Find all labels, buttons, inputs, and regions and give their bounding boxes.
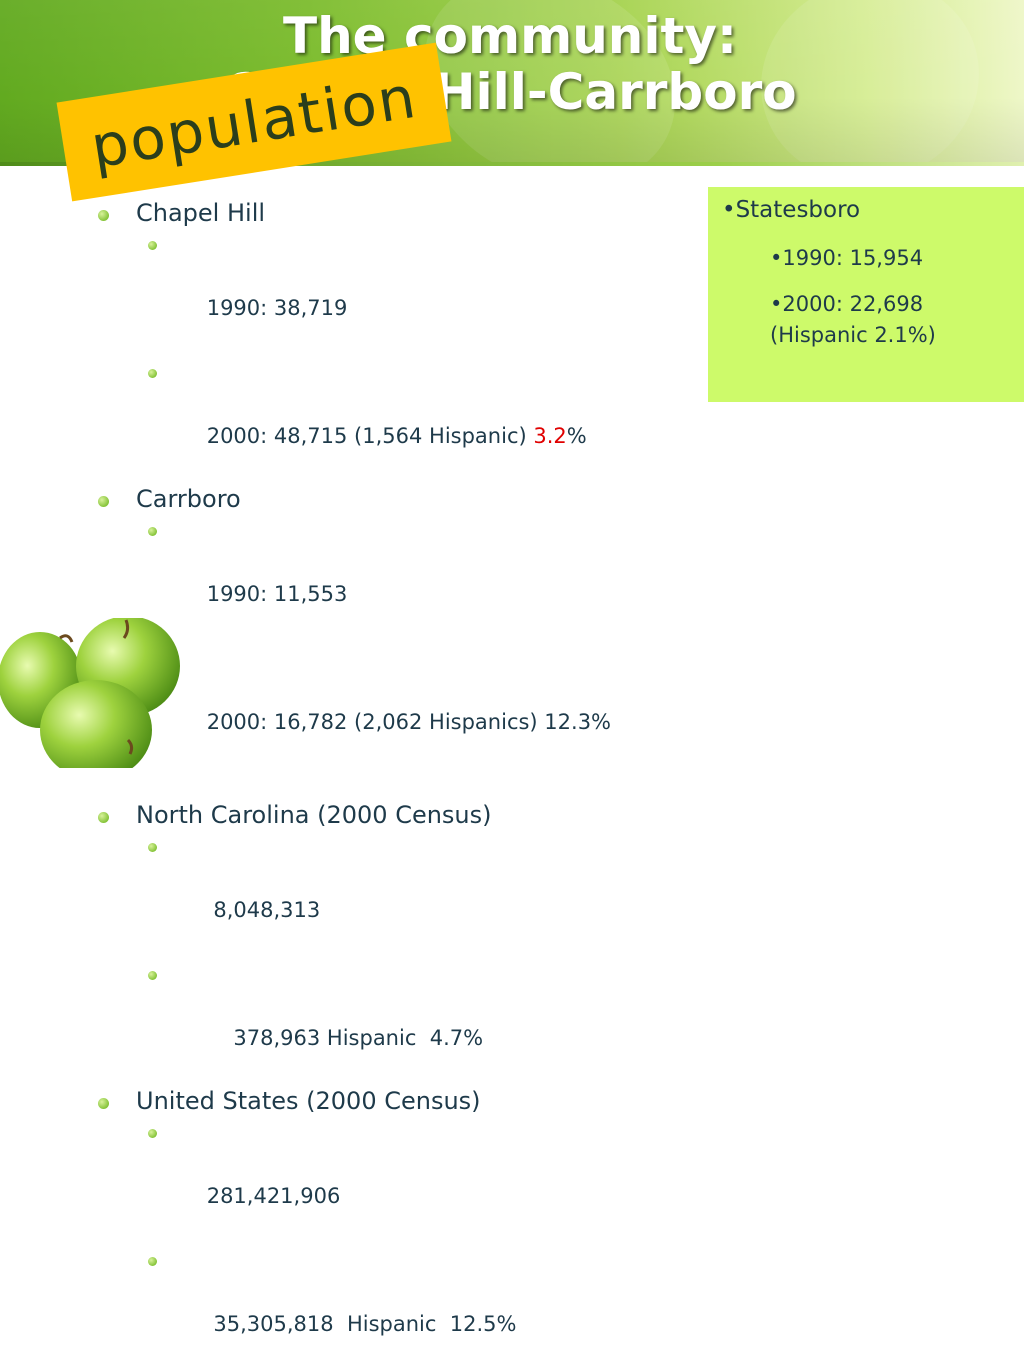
carrboro-1990: 1990: 11,553 [206, 582, 348, 606]
apple-stem-icon [122, 619, 130, 639]
bullet-icon [148, 1129, 157, 1138]
sub-item: 1990: 11,553 [96, 514, 706, 642]
sub-item: 2000: 48,715 (1,564 Hispanic) 3.2% [96, 356, 706, 484]
green-apples-image [0, 618, 180, 768]
bullet-icon [148, 1257, 157, 1266]
spacer [96, 770, 706, 800]
population-list: Chapel Hill 1990: 38,719 2000: 48,715 (1… [96, 198, 706, 1372]
apple-stem-icon [59, 634, 74, 643]
us-total: 281,421,906 [206, 1184, 341, 1208]
bullet-icon [98, 496, 109, 507]
carrboro-label: Carrboro [136, 485, 241, 513]
sub-item: 35,305,818 Hispanic 12.5% [96, 1244, 706, 1372]
statesboro-2000: •2000: 22,698 [770, 292, 924, 316]
sub-item: 378,963 Hispanic 4.7% [96, 958, 706, 1086]
list-item-north-carolina: North Carolina (2000 Census) [96, 800, 706, 830]
bullet-icon [148, 369, 157, 378]
chapel-hill-1990: 1990: 38,719 [206, 296, 348, 320]
banner-underline [0, 162, 1024, 166]
sub-item: 1990: 38,719 [96, 228, 706, 356]
chapel-hill-2000-percent: 3.2 [533, 424, 567, 448]
sub-item: 2000: 16,782 (2,062 Hispanics) 12.3% [96, 642, 706, 770]
chapel-hill-2000: 2000: 48,715 (1,564 Hispanic) [206, 424, 534, 448]
percent-sign: % [566, 424, 587, 448]
apple-icon [40, 680, 152, 768]
list-item-carrboro: Carrboro [96, 484, 706, 514]
chapel-hill-label: Chapel Hill [136, 199, 266, 227]
bullet-icon [148, 241, 157, 250]
apple-stem-icon [126, 738, 134, 755]
sub-item: 8,048,313 [96, 830, 706, 958]
sub-item: 281,421,906 [96, 1116, 706, 1244]
slide-title-line1: The community: [282, 7, 738, 65]
bullet-icon [98, 812, 109, 823]
us-hispanic: 35,305,818 Hispanic 12.5% [206, 1312, 517, 1336]
bullet-icon [98, 1098, 109, 1109]
nc-label: North Carolina (2000 Census) [136, 801, 492, 829]
bullet-icon [148, 843, 157, 852]
statesboro-box: •Statesboro •1990: 15,954 •2000: 22,698 … [708, 187, 1024, 402]
carrboro-2000: 2000: 16,782 (2,062 Hispanics) 12.3% [206, 710, 612, 734]
us-label: United States (2000 Census) [136, 1087, 481, 1115]
list-item-united-states: United States (2000 Census) [96, 1086, 706, 1116]
bullet-icon [148, 971, 157, 980]
statesboro-1990: •1990: 15,954 [770, 246, 924, 270]
nc-hispanic: 378,963 Hispanic 4.7% [206, 1026, 484, 1050]
statesboro-heading: •Statesboro [722, 197, 861, 223]
bullet-icon [148, 527, 157, 536]
list-item-chapel-hill: Chapel Hill [96, 198, 706, 228]
bullet-icon [98, 210, 109, 221]
statesboro-2000-hispanic: (Hispanic 2.1%) [770, 323, 936, 347]
nc-total: 8,048,313 [206, 898, 321, 922]
